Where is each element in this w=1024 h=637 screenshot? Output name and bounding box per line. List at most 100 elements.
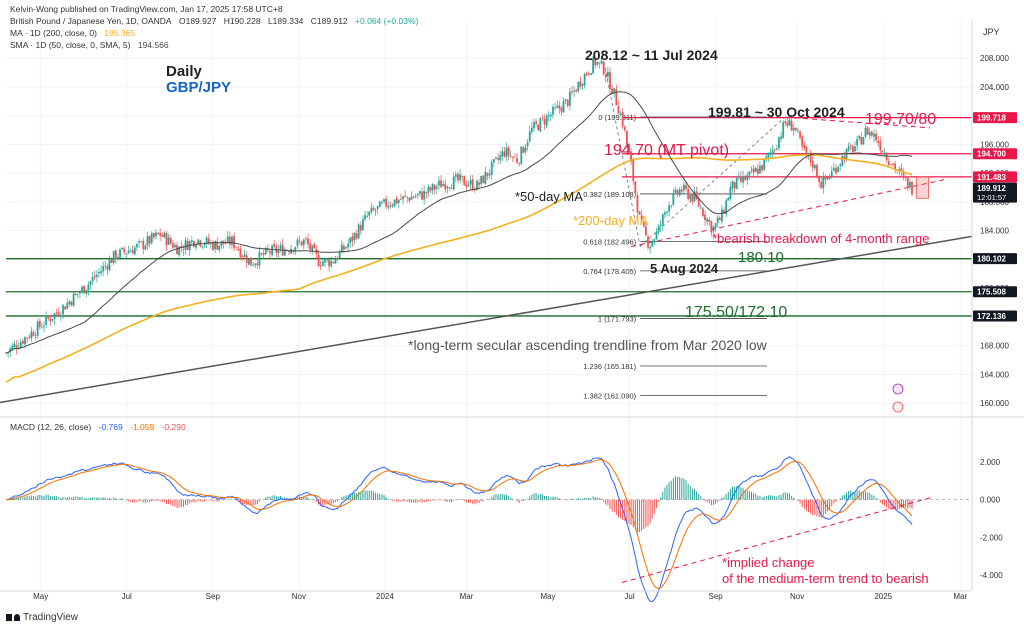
candle-body: [461, 175, 464, 177]
candle-body: [594, 58, 597, 66]
candle-body: [49, 318, 52, 322]
candle-body: [807, 153, 810, 155]
candle-body: [721, 209, 723, 222]
candle-body: [404, 195, 407, 197]
candle-body: [771, 150, 774, 154]
candle-body: [609, 71, 611, 90]
candle-body: [714, 223, 717, 228]
candle-body: [385, 198, 388, 207]
candle-body: [883, 153, 886, 154]
sma-legend[interactable]: SMA · 1D (50, close, 0, SMA, 5) 194.566: [10, 40, 174, 50]
candle-body: [279, 245, 282, 249]
candle-body: [427, 186, 430, 193]
macd-note-line1: *implied change: [722, 555, 815, 570]
candle-body: [480, 175, 483, 184]
candle-body: [645, 226, 647, 236]
candle-body: [545, 115, 548, 126]
candle-body: [226, 236, 229, 243]
peak-drop-diagonal: [603, 61, 641, 247]
candle-body: [140, 241, 143, 243]
tradingview-logo-text: TradingView: [23, 612, 79, 623]
candle-body: [389, 205, 392, 207]
candle-body: [731, 180, 734, 189]
macd-y-tick-label: 0.000: [980, 496, 1001, 505]
macd-panel[interactable]: [5, 455, 972, 602]
macd-note-line2: of the medium-term trend to bearish: [722, 571, 929, 586]
candle-body: [393, 199, 396, 207]
symbol-text: British Pound / Japanese Yen, 1D, OANDA: [10, 16, 172, 26]
candle-body: [448, 187, 451, 189]
candle-body: [184, 240, 187, 250]
candle-body: [740, 176, 742, 182]
y-tick-label: 204.000: [980, 83, 1009, 92]
candle-body: [482, 175, 485, 184]
candle-body: [408, 197, 411, 201]
candle-body: [304, 238, 307, 240]
candle-body: [319, 265, 322, 266]
candle-body: [908, 181, 911, 188]
candle-body: [133, 247, 136, 255]
candle-body: [526, 142, 529, 147]
candle-body: [799, 131, 801, 138]
candle-body: [547, 115, 550, 117]
candle-body: [668, 205, 671, 212]
candle-body: [95, 274, 98, 277]
ma50-label: *50-day MA: [515, 189, 583, 204]
ohlc-low: L189.334: [267, 16, 304, 26]
candle-body: [602, 61, 605, 75]
candle-body: [619, 113, 622, 115]
candle-body: [106, 266, 109, 270]
candle-body: [302, 239, 305, 245]
candle-body: [522, 147, 525, 153]
candle-body: [505, 147, 508, 158]
candle-body: [212, 242, 214, 250]
ma200-label: *200-day MA: [573, 213, 648, 228]
x-tick-label: Jul: [122, 592, 132, 601]
candle-body: [237, 249, 240, 250]
tradingview-logo[interactable]: TradingView: [6, 612, 78, 623]
candle-body: [587, 73, 590, 75]
candle-body: [784, 121, 787, 124]
macd-legend[interactable]: MACD (12, 26, close) -0.769 -1.059 -0.29…: [10, 422, 191, 432]
ma-legend[interactable]: MA · 1D (200, close, 0) 195.365: [10, 28, 140, 38]
sma-label: SMA · 1D (50, close, 0, SMA, 5): [10, 40, 131, 50]
candle-body: [849, 145, 852, 147]
candle-body: [832, 167, 835, 171]
candle-body: [55, 312, 58, 314]
candle-body: [549, 114, 552, 117]
candle-body: [152, 233, 155, 238]
candle-body: [801, 136, 804, 147]
candle-body: [803, 145, 806, 149]
fibonacci-levels: 0 (199.811) 0.382 (189.108) 0.618 (182.496…: [583, 113, 768, 400]
candle-body: [676, 190, 679, 195]
fib-diagonal: [639, 116, 786, 247]
candle-body: [750, 169, 753, 171]
candle-body: [541, 117, 544, 119]
candle-body: [881, 150, 884, 153]
oct-high-label: 199.81 ~ 30 Oct 2024: [708, 104, 845, 120]
price-marker-label: 191.483: [977, 173, 1006, 182]
ma-label: MA · 1D (200, close, 0): [10, 28, 97, 38]
candle-body: [446, 186, 449, 189]
candle-body: [543, 118, 546, 125]
candle-body: [72, 293, 75, 307]
candle-body: [205, 237, 208, 244]
candle-body: [761, 165, 763, 171]
candle-body: [583, 74, 586, 86]
candle-body: [199, 240, 202, 246]
candle-body: [604, 75, 607, 78]
candle-body: [182, 249, 185, 251]
support2-label: 175.50/172.10: [685, 304, 787, 321]
candle-body: [376, 205, 379, 210]
candle-body: [355, 233, 358, 239]
candle-body: [528, 131, 531, 142]
calendar-icon: [892, 401, 904, 413]
candle-body: [469, 180, 472, 185]
candle-body: [678, 189, 681, 196]
candle-body: [343, 245, 345, 250]
macd-y-tick-label: -4.000: [980, 571, 1003, 580]
candle-body: [782, 122, 785, 138]
lightning-icon: [892, 383, 904, 395]
